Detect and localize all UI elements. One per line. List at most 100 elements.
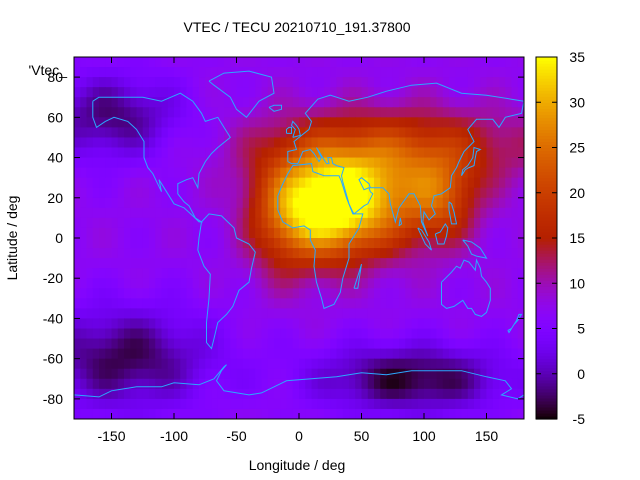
vtec-cell [249, 398, 256, 410]
vtec-cell [261, 258, 269, 269]
vtec-cell [305, 217, 313, 229]
vtec-cell [236, 117, 244, 128]
colorbar [536, 57, 557, 420]
vtec-cell [474, 147, 481, 159]
vtec-cell [455, 398, 463, 410]
vtec-cell [517, 117, 524, 128]
vtec-cell [99, 278, 106, 289]
vtec-cell [449, 137, 456, 149]
vtec-cell [380, 398, 388, 410]
vtec-cell [355, 238, 363, 249]
vtec-cell [292, 207, 300, 219]
vtec-cell [492, 117, 500, 128]
vtec-cell [455, 77, 463, 88]
colorbar-swatch [536, 307, 557, 311]
vtec-cell [211, 308, 219, 320]
vtec-cell [136, 368, 144, 380]
vtec-cell [505, 328, 513, 340]
vtec-cell [74, 328, 81, 340]
vtec-cell [367, 308, 375, 320]
vtec-cell [142, 77, 150, 88]
vtec-cell [130, 117, 138, 128]
vtec-cell [349, 378, 356, 390]
vtec-cell [130, 67, 138, 78]
vtec-cell [324, 348, 331, 360]
vtec-cell [367, 358, 375, 370]
vtec-cell [342, 238, 350, 249]
vtec-cell [136, 57, 144, 68]
vtec-cell [230, 57, 238, 68]
vtec-cell [224, 358, 231, 370]
vtec-cell [124, 318, 131, 330]
vtec-cell [199, 187, 206, 199]
vtec-cell [517, 348, 524, 360]
vtec-cell [411, 77, 419, 88]
vtec-cell [149, 278, 156, 289]
vtec-cell [511, 97, 519, 108]
vtec-cell [105, 358, 113, 370]
vtec-cell [186, 278, 194, 289]
vtec-cell [330, 207, 338, 219]
vtec-cell [311, 308, 319, 320]
vtec-cell [461, 408, 469, 419]
vtec-cell [199, 238, 206, 249]
vtec-cell [255, 197, 263, 209]
vtec-cell [361, 248, 369, 259]
vtec-cell [80, 258, 88, 269]
vtec-cell [205, 308, 213, 320]
vtec-cell [74, 107, 81, 118]
vtec-cell [230, 87, 238, 98]
vtec-cell [424, 197, 431, 209]
vtec-cell [224, 147, 231, 159]
vtec-cell [230, 137, 238, 149]
vtec-cell [230, 288, 238, 299]
vtec-cell [499, 177, 506, 189]
vtec-cell [280, 368, 288, 380]
vtec-cell [149, 107, 156, 118]
vtec-cell [92, 298, 100, 309]
vtec-cell [161, 57, 169, 68]
vtec-cell [117, 187, 125, 199]
vtec-cell [117, 288, 125, 299]
vtec-cell [405, 268, 413, 279]
vtec-cell [342, 388, 350, 400]
colorbar-tick-label: 0 [577, 366, 585, 382]
vtec-cell [280, 87, 288, 98]
vtec-cell [355, 117, 363, 128]
vtec-cell [442, 167, 450, 179]
vtec-cell [361, 278, 369, 289]
vtec-cell [217, 368, 225, 380]
vtec-cell [517, 398, 524, 410]
vtec-cell [192, 107, 200, 118]
colorbar-swatch [536, 310, 557, 315]
vtec-cell [311, 348, 319, 360]
vtec-cell [492, 227, 500, 239]
y-tick-label: -60 [43, 351, 63, 367]
vtec-cell [355, 157, 363, 169]
vtec-cell [80, 388, 88, 400]
vtec-cell [105, 328, 113, 340]
vtec-cell [105, 288, 113, 299]
vtec-cell [430, 187, 438, 199]
vtec-cell [467, 87, 475, 98]
vtec-cell [461, 348, 469, 360]
vtec-cell [367, 157, 375, 169]
vtec-cell [105, 187, 113, 199]
vtec-cell [461, 308, 469, 320]
vtec-cell [486, 368, 494, 380]
vtec-cell [80, 268, 88, 279]
vtec-cell [80, 227, 88, 239]
vtec-cell [305, 107, 313, 118]
vtec-cell [280, 97, 288, 108]
vtec-cell [361, 368, 369, 380]
vtec-cell [124, 197, 131, 209]
vtec-cell [392, 197, 400, 209]
vtec-cell [417, 67, 425, 78]
vtec-cell [130, 177, 138, 189]
vtec-cell [380, 408, 388, 419]
vtec-cell [124, 87, 131, 98]
vtec-cell [461, 67, 469, 78]
vtec-cell [167, 308, 175, 320]
vtec-cell [230, 167, 238, 179]
vtec-cell [136, 167, 144, 179]
